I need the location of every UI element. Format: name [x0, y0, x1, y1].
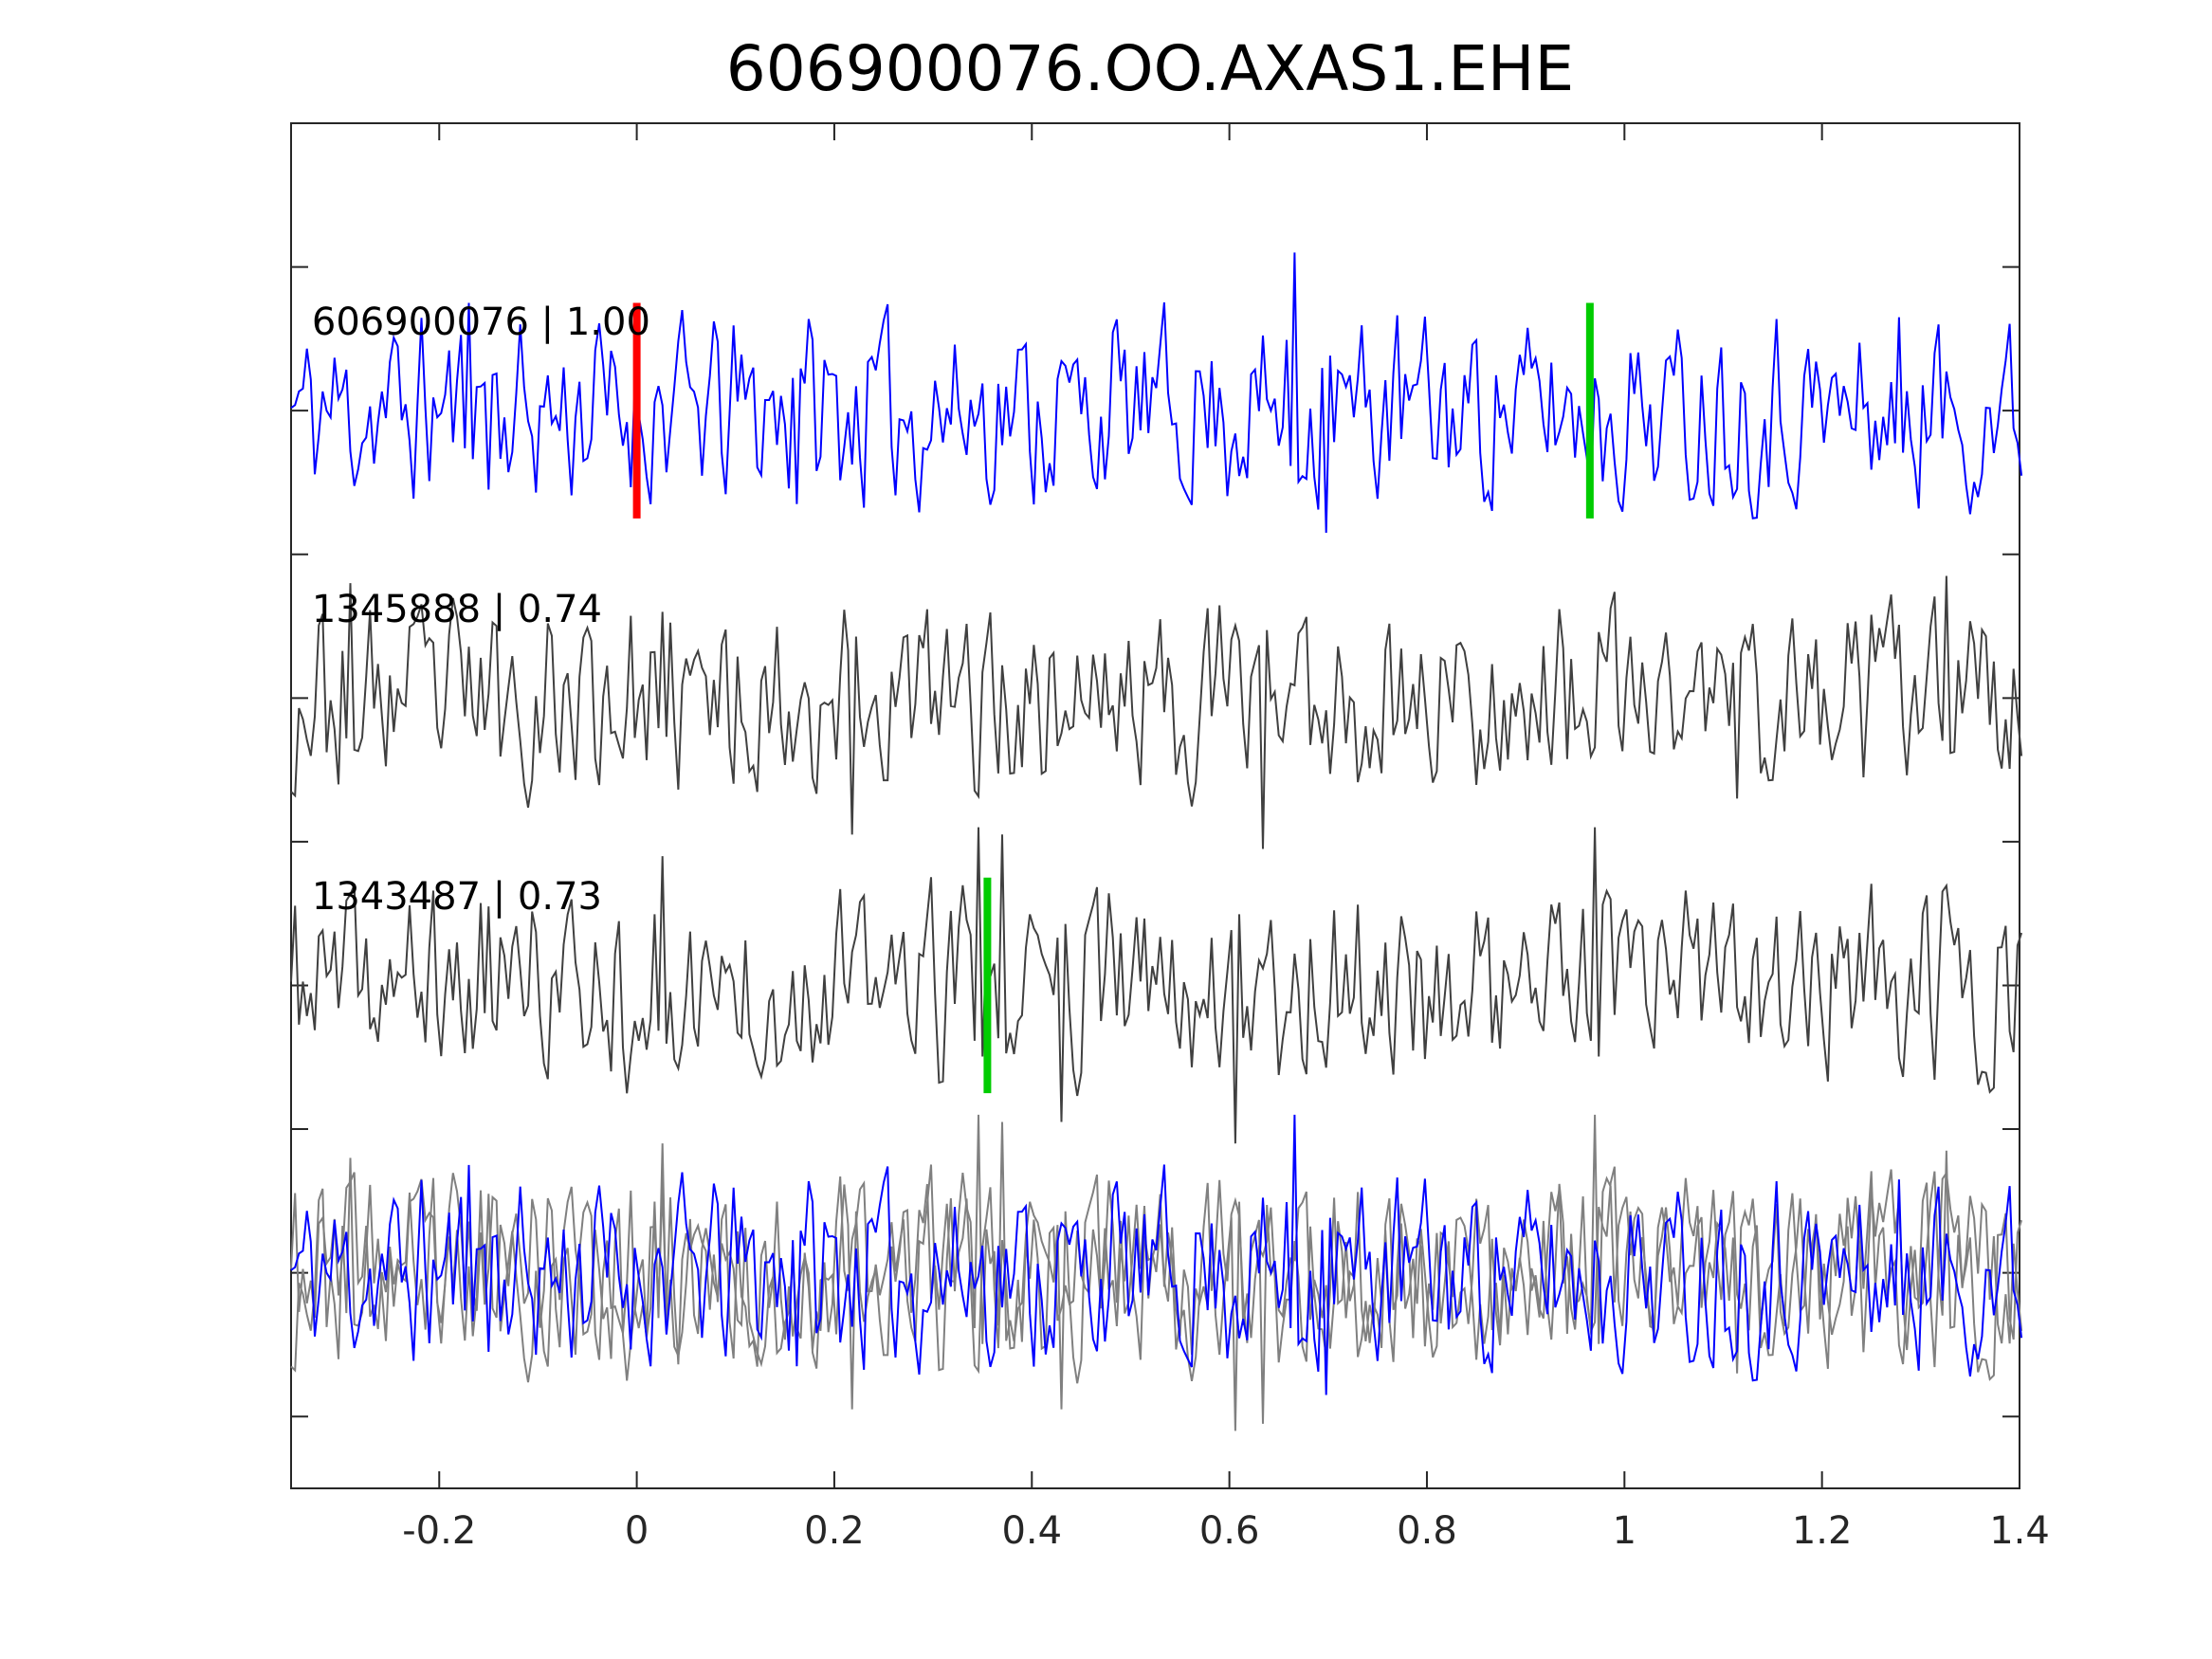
chart-title: 606900076.OO.AXAS1.EHE	[726, 32, 1575, 105]
x-tick-label: 0	[625, 1509, 649, 1553]
x-tick-label: 1.4	[1989, 1509, 2050, 1553]
x-tick-label: 0.6	[1199, 1509, 1260, 1553]
axis-ticks	[291, 123, 2020, 1488]
x-tick-label: 1.2	[1792, 1509, 1853, 1553]
x-tick-label: 0.2	[804, 1509, 865, 1553]
x-tick-label: 0.8	[1397, 1509, 1457, 1553]
x-axis-tick-labels: -0.2 0 0.2 0.4 0.6 0.8 1 1.2 1.4	[402, 1509, 2050, 1553]
traces	[290, 252, 2023, 1431]
x-tick-label: -0.2	[402, 1509, 476, 1553]
x-tick-label: 0.4	[1001, 1509, 1062, 1553]
phase-picks	[632, 302, 1594, 1094]
trace-label-3: 1343487 | 0.73	[312, 875, 602, 919]
trace-label-2: 1345888 | 0.74	[312, 588, 602, 631]
stacked-trace-3	[290, 1114, 2023, 1431]
trace-label-1: 606900076 | 1.00	[312, 301, 650, 344]
stacked-trace-1	[290, 1114, 2023, 1395]
trace-1	[290, 252, 2023, 534]
x-tick-label: 1	[1613, 1509, 1636, 1553]
trace-2	[290, 575, 2023, 849]
trace-3	[290, 827, 2023, 1144]
trace-labels: 606900076 | 1.00 1345888 | 0.74 1343487 | …	[312, 301, 650, 919]
